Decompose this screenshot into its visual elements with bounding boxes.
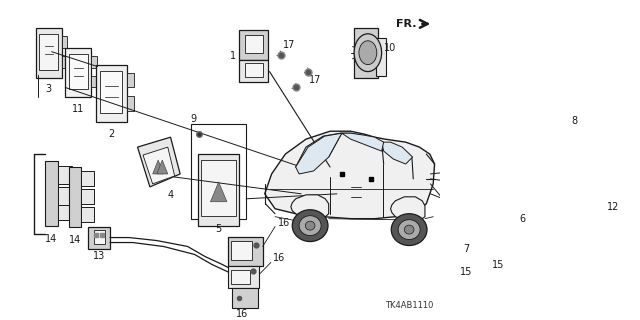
Bar xyxy=(127,73,134,87)
Bar xyxy=(127,96,134,111)
Bar xyxy=(354,28,378,77)
Bar xyxy=(244,35,262,53)
Text: 1: 1 xyxy=(230,51,236,61)
Bar xyxy=(584,139,594,161)
Bar xyxy=(228,266,259,288)
Polygon shape xyxy=(265,131,435,219)
Bar xyxy=(239,60,268,82)
Ellipse shape xyxy=(461,212,471,222)
Polygon shape xyxy=(381,142,413,164)
Ellipse shape xyxy=(354,34,381,72)
Ellipse shape xyxy=(398,220,420,240)
Bar xyxy=(81,207,93,222)
Text: 11: 11 xyxy=(72,104,84,114)
Bar xyxy=(58,166,72,184)
Bar xyxy=(92,76,97,87)
Bar xyxy=(564,129,584,209)
Bar xyxy=(231,270,250,284)
Text: 16: 16 xyxy=(236,309,248,319)
Bar xyxy=(481,164,516,236)
Bar xyxy=(39,34,58,69)
Bar xyxy=(62,36,67,48)
Bar xyxy=(589,182,602,232)
Polygon shape xyxy=(296,133,342,174)
Text: 3: 3 xyxy=(45,84,52,94)
Text: 10: 10 xyxy=(384,43,396,53)
Bar xyxy=(376,38,386,76)
Text: 17: 17 xyxy=(283,40,295,50)
Bar xyxy=(58,187,72,205)
Text: 14: 14 xyxy=(69,235,81,244)
Bar xyxy=(605,212,613,230)
Bar xyxy=(202,160,236,216)
Bar xyxy=(451,177,482,239)
Text: 5: 5 xyxy=(216,224,222,234)
Ellipse shape xyxy=(359,41,377,65)
Bar xyxy=(93,230,104,244)
Text: 2: 2 xyxy=(108,129,115,139)
Polygon shape xyxy=(153,160,164,174)
Ellipse shape xyxy=(492,180,503,192)
Text: 7: 7 xyxy=(463,244,469,253)
Bar xyxy=(36,28,62,77)
Bar xyxy=(198,154,239,226)
Bar xyxy=(566,134,582,199)
Ellipse shape xyxy=(299,216,321,236)
Bar xyxy=(81,171,93,186)
Text: 15: 15 xyxy=(492,260,504,270)
Ellipse shape xyxy=(492,202,503,214)
Bar xyxy=(62,56,67,68)
Text: 8: 8 xyxy=(571,116,577,126)
Bar xyxy=(81,189,93,204)
Bar xyxy=(231,241,252,260)
Text: 17: 17 xyxy=(308,75,321,84)
Bar xyxy=(191,124,246,219)
Text: 15: 15 xyxy=(460,267,472,277)
Bar xyxy=(68,167,81,227)
Bar xyxy=(486,170,510,228)
Bar xyxy=(88,227,110,249)
Polygon shape xyxy=(157,160,168,174)
Text: 6: 6 xyxy=(519,214,525,224)
Bar xyxy=(100,71,122,113)
Text: 12: 12 xyxy=(607,202,619,212)
Polygon shape xyxy=(143,147,175,184)
Polygon shape xyxy=(390,197,425,221)
Ellipse shape xyxy=(461,192,471,202)
Polygon shape xyxy=(138,137,180,187)
Text: 9: 9 xyxy=(191,114,197,124)
Bar xyxy=(96,65,127,122)
Polygon shape xyxy=(291,195,329,219)
Ellipse shape xyxy=(404,225,414,234)
Ellipse shape xyxy=(292,210,328,242)
Bar xyxy=(232,288,258,308)
Bar xyxy=(586,177,605,239)
Bar xyxy=(239,30,268,60)
Text: FR.: FR. xyxy=(396,19,417,29)
Polygon shape xyxy=(342,133,384,151)
Bar xyxy=(92,56,97,68)
Bar xyxy=(584,174,594,194)
Text: 13: 13 xyxy=(93,252,105,261)
Bar xyxy=(456,183,477,231)
Bar xyxy=(68,54,88,90)
Bar xyxy=(244,63,262,76)
Ellipse shape xyxy=(305,221,315,230)
Bar xyxy=(65,48,92,97)
Text: 16: 16 xyxy=(278,218,290,228)
Text: 4: 4 xyxy=(168,190,173,200)
Text: 14: 14 xyxy=(45,234,58,244)
Text: 16: 16 xyxy=(273,253,285,263)
Bar xyxy=(45,161,58,226)
Text: TK4AB1110: TK4AB1110 xyxy=(385,301,433,310)
Ellipse shape xyxy=(391,214,427,245)
Bar xyxy=(228,236,262,266)
Bar xyxy=(605,185,613,203)
Polygon shape xyxy=(211,182,227,202)
Bar xyxy=(58,205,72,220)
